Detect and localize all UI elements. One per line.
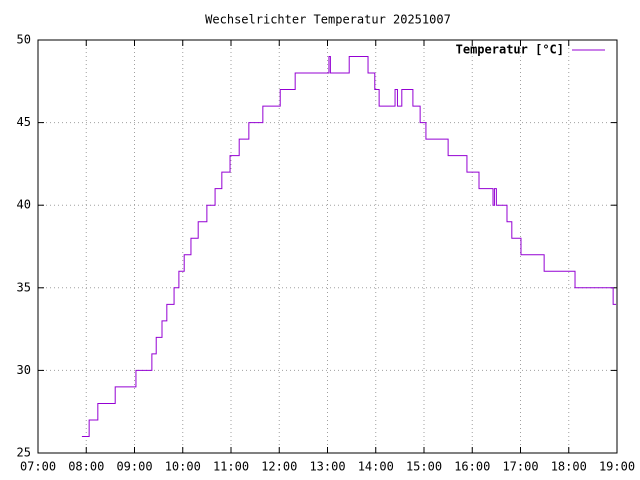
y-tick-label: 30 bbox=[17, 363, 31, 377]
x-tick-label: 10:00 bbox=[165, 460, 201, 474]
plot-border bbox=[37, 39, 618, 454]
x-tick-label: 12:00 bbox=[261, 460, 297, 474]
data-line bbox=[81, 56, 617, 437]
y-tick-label: 35 bbox=[17, 280, 31, 294]
y-tick-label: 50 bbox=[17, 33, 31, 47]
x-tick-label: 13:00 bbox=[309, 460, 345, 474]
legend-label: Temperatur [°C] bbox=[456, 43, 564, 57]
x-tick-label: 09:00 bbox=[116, 460, 152, 474]
x-tick-label: 19:00 bbox=[599, 460, 635, 474]
x-tick-label: 07:00 bbox=[20, 460, 56, 474]
y-tick-label: 25 bbox=[17, 446, 31, 460]
chart-title: Wechselrichter Temperatur 20251007 bbox=[205, 13, 451, 27]
x-tick-label: 15:00 bbox=[406, 460, 442, 474]
x-tick-label: 16:00 bbox=[454, 460, 490, 474]
x-tick-label: 08:00 bbox=[68, 460, 104, 474]
y-tick-label: 45 bbox=[17, 115, 31, 129]
y-tick-label: 40 bbox=[17, 198, 31, 212]
x-tick-label: 11:00 bbox=[213, 460, 249, 474]
x-tick-label: 18:00 bbox=[551, 460, 587, 474]
x-tick-label: 17:00 bbox=[502, 460, 538, 474]
x-tick-label: 14:00 bbox=[358, 460, 394, 474]
